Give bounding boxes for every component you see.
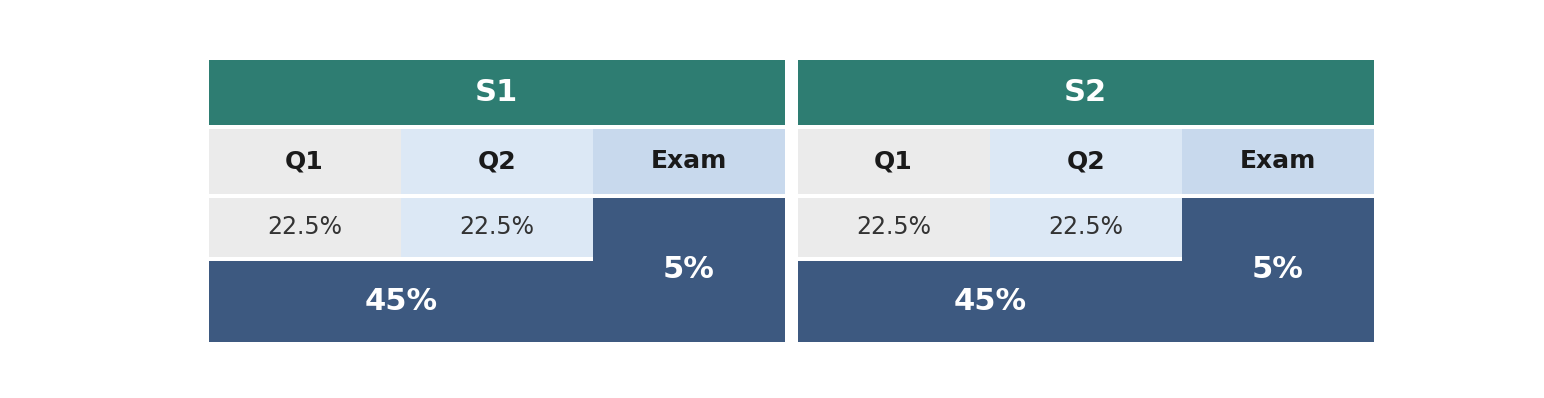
Text: Q2: Q2 [1067, 149, 1106, 173]
Bar [798, 129, 990, 194]
Text: 45%: 45% [364, 287, 437, 316]
Text: Q1: Q1 [874, 149, 913, 173]
Text: 22.5%: 22.5% [267, 215, 343, 239]
Text: 5%: 5% [662, 255, 715, 284]
Bar [208, 60, 784, 125]
Text: Q1: Q1 [286, 149, 324, 173]
Text: 45%: 45% [953, 287, 1027, 316]
Bar [401, 197, 593, 257]
Bar [990, 129, 1181, 194]
Bar [798, 197, 990, 257]
Bar [208, 129, 401, 194]
Bar [208, 197, 401, 257]
Bar [1181, 129, 1374, 194]
Text: Exam: Exam [652, 149, 727, 173]
Text: S2: S2 [1064, 78, 1107, 107]
Text: 22.5%: 22.5% [459, 215, 534, 239]
Bar [798, 60, 1374, 125]
Text: Q2: Q2 [477, 149, 516, 173]
Bar [208, 261, 593, 342]
Bar [798, 261, 1181, 342]
Text: 22.5%: 22.5% [1048, 215, 1124, 239]
Text: 5%: 5% [1252, 255, 1305, 284]
Bar [593, 129, 784, 194]
Bar [593, 197, 784, 342]
Text: Exam: Exam [1240, 149, 1315, 173]
Text: 22.5%: 22.5% [855, 215, 931, 239]
Text: S1: S1 [476, 78, 519, 107]
Bar [401, 129, 593, 194]
Bar [990, 197, 1181, 257]
Bar [1181, 197, 1374, 342]
